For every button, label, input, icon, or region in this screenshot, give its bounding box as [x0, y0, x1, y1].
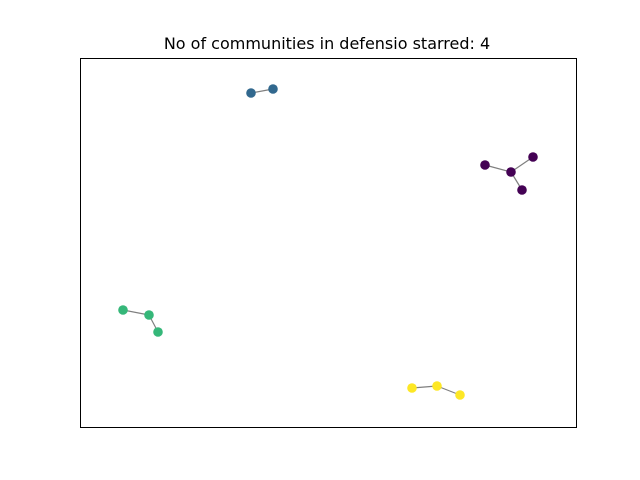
node-p1 [480, 160, 490, 170]
node-layer [118, 84, 538, 400]
edge-layer [122, 88, 534, 396]
node-p4 [517, 185, 527, 195]
node-g2 [144, 310, 154, 320]
figure-title: No of communities in defensio starred: 4 [164, 34, 490, 53]
node-b1 [246, 88, 256, 98]
node-y2 [432, 381, 442, 391]
node-y1 [407, 383, 417, 393]
node-p2 [506, 167, 516, 177]
axes-frame [80, 58, 577, 428]
node-y3 [455, 390, 465, 400]
node-b2 [268, 84, 278, 94]
node-g1 [118, 305, 128, 315]
node-g3 [153, 327, 163, 337]
node-p3 [528, 152, 538, 162]
